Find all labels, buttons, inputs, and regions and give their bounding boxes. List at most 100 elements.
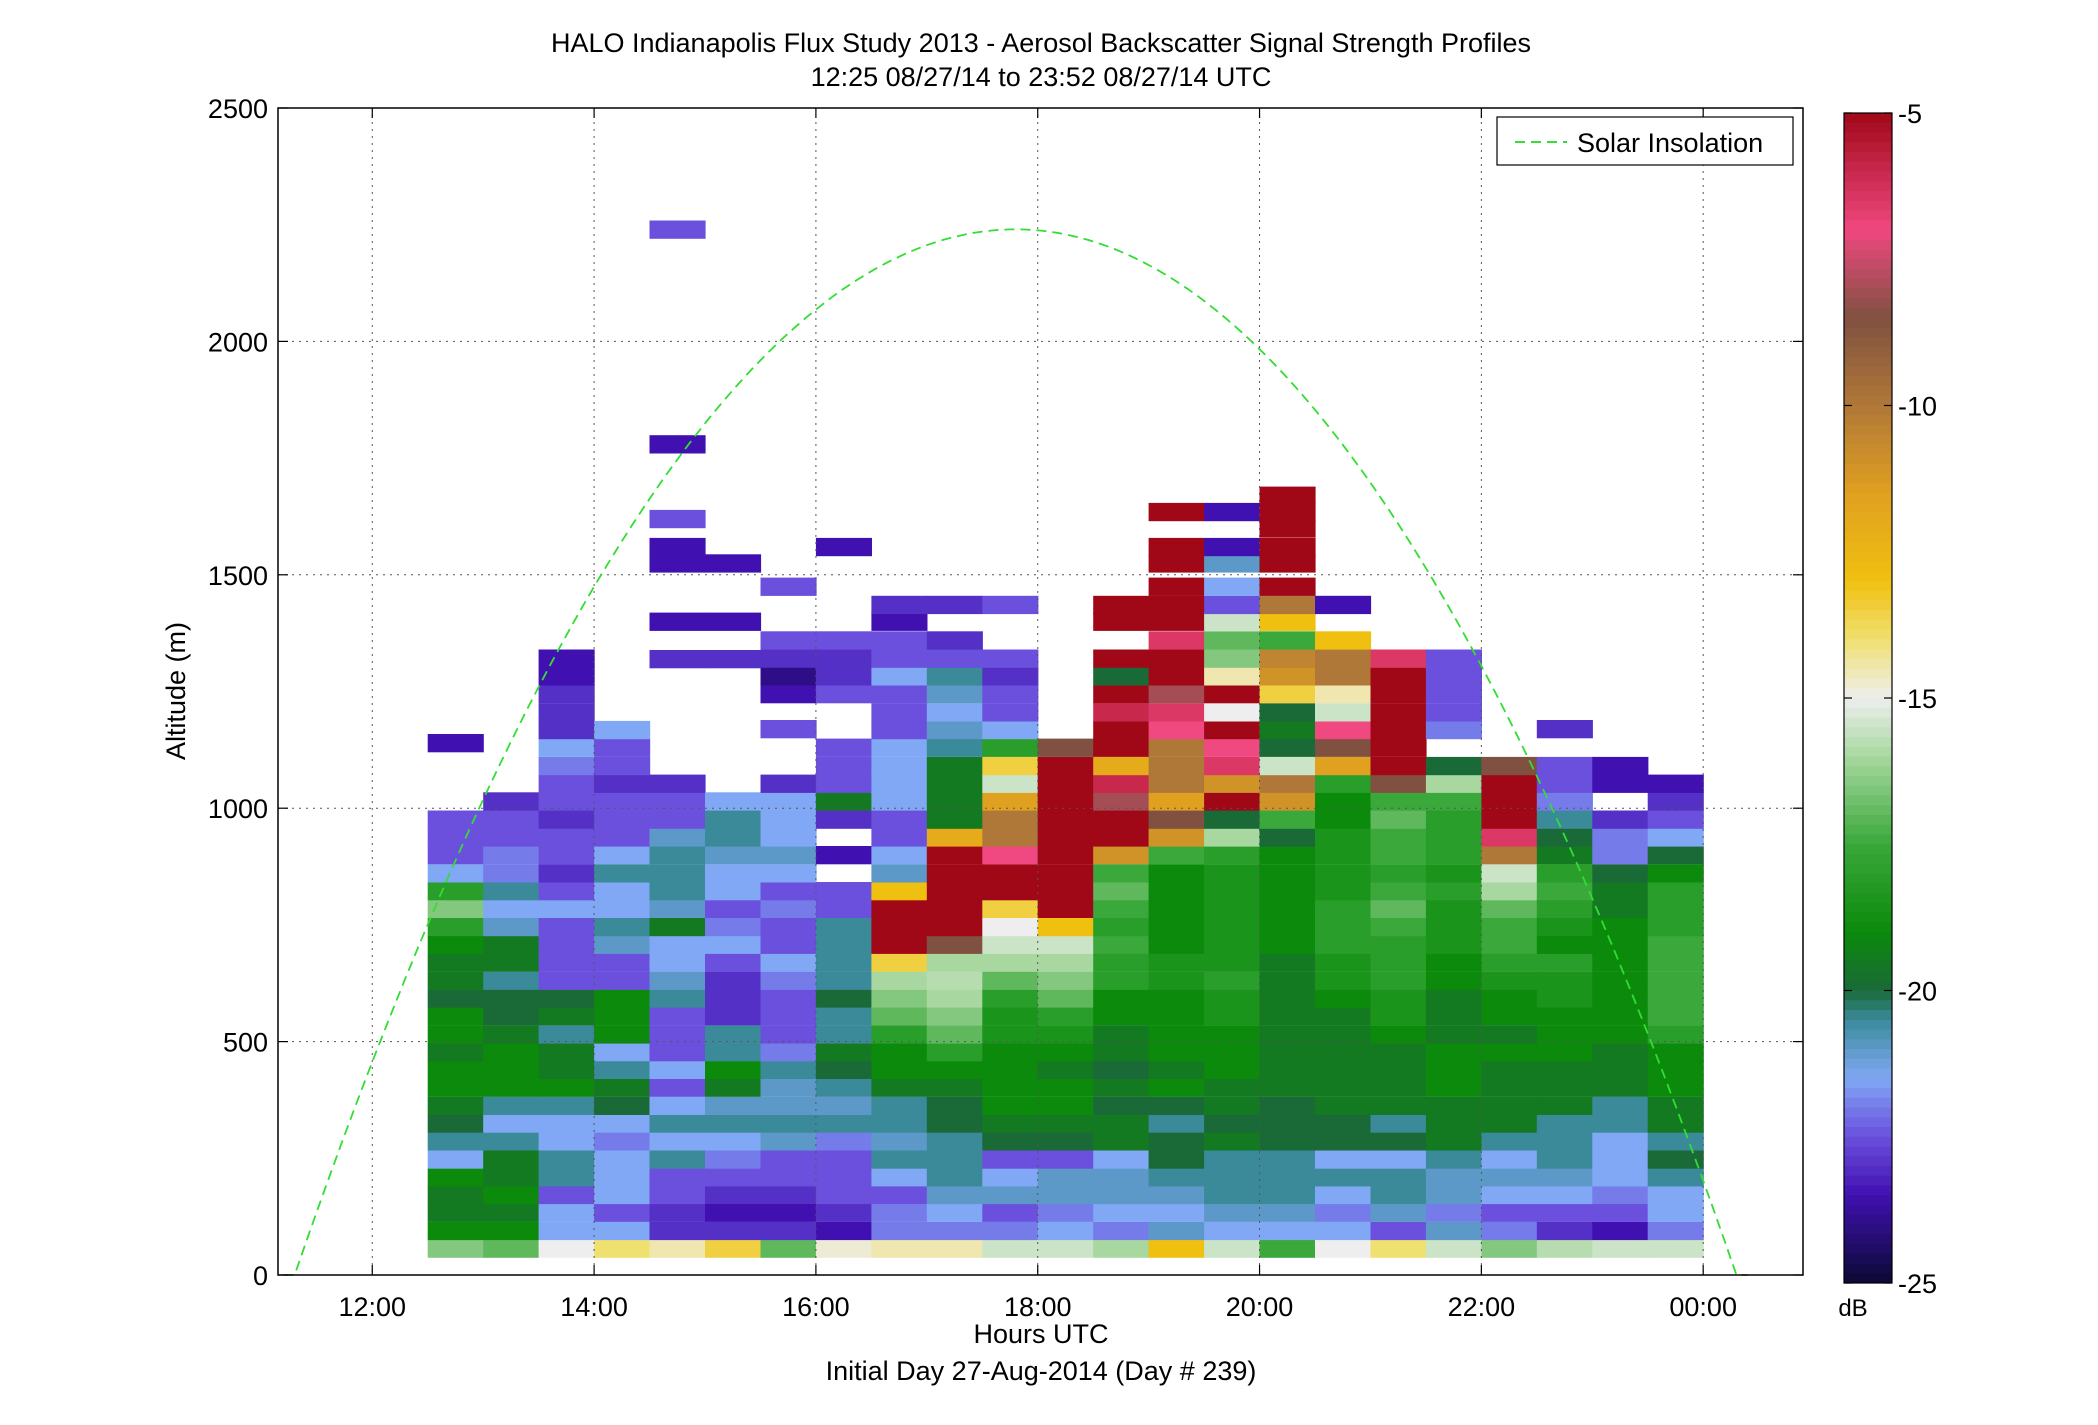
colorbar-swatch (1844, 493, 1892, 504)
heatmap-cell (1315, 1096, 1372, 1115)
y-axis-ticks: 0 500 1000 1500 2000 2500 (208, 94, 1803, 1291)
heatmap-cell (594, 1203, 651, 1222)
heatmap-cell (1037, 738, 1094, 757)
heatmap-cell (982, 1025, 1039, 1044)
heatmap-cell (1259, 649, 1316, 668)
heatmap-cell (1148, 667, 1205, 686)
heatmap-cell (1647, 774, 1704, 793)
heatmap-cell (871, 1239, 928, 1258)
heatmap-cell (427, 1096, 484, 1115)
heatmap-cell (483, 1203, 540, 1222)
heatmap-cell (1204, 971, 1261, 990)
heatmap-cell (1204, 792, 1261, 811)
heatmap-cell (760, 810, 817, 829)
heatmap-cell (815, 1239, 872, 1258)
heatmap-cell (483, 1114, 540, 1133)
heatmap-cell (1370, 1132, 1427, 1151)
heatmap-cell (1425, 1060, 1482, 1079)
heatmap-cell (926, 846, 983, 865)
heatmap-cell (538, 1114, 595, 1133)
heatmap-cell (1093, 971, 1150, 990)
heatmap-cell (1259, 554, 1316, 573)
y-tick-label: 2000 (208, 327, 268, 357)
heatmap-cell (1536, 1221, 1593, 1241)
colorbar-swatch (1844, 649, 1892, 660)
heatmap-cell (871, 612, 928, 631)
heatmap-cell (760, 917, 817, 937)
heatmap-cell (483, 1150, 540, 1169)
heatmap-cell (1425, 720, 1482, 740)
heatmap-cell (1536, 774, 1593, 793)
heatmap-cell (1315, 703, 1372, 722)
heatmap-cell (594, 1168, 651, 1187)
colorbar-swatch (1844, 1058, 1892, 1069)
heatmap-cell (1481, 1203, 1538, 1222)
colorbar-swatch (1844, 1156, 1892, 1167)
heatmap-cell (483, 1025, 540, 1044)
heatmap-cell (1536, 882, 1593, 901)
heatmap-cell (1647, 864, 1704, 883)
heatmap-cell (760, 1221, 817, 1241)
heatmap-cell (982, 685, 1039, 704)
heatmap-cell (538, 1025, 595, 1044)
x-axis-ticks: 12:00 14:00 16:00 18:00 20:00 22:00 00:00 (338, 108, 1737, 1322)
heatmap-cell (1425, 1114, 1482, 1133)
heatmap-cell (1425, 953, 1482, 972)
heatmap-cell (538, 989, 595, 1008)
colorbar-swatch (1844, 707, 1892, 718)
heatmap-cell (1259, 486, 1316, 505)
heatmap-cell (1370, 685, 1427, 704)
heatmap-cell (1148, 953, 1205, 972)
colorbar-swatch (1844, 132, 1892, 143)
heatmap-cell (1315, 631, 1372, 650)
heatmap-cell (1536, 720, 1593, 739)
heatmap-cell (1315, 1132, 1372, 1151)
heatmap-cell (1592, 953, 1649, 972)
heatmap-cell (705, 882, 762, 901)
heatmap-cell (1425, 649, 1482, 668)
heatmap-cell (760, 1043, 817, 1062)
heatmap-cell (1093, 774, 1150, 793)
heatmap-cell (1370, 935, 1427, 954)
colorbar-swatch (1844, 1185, 1892, 1196)
heatmap-cell (1425, 989, 1482, 1008)
heatmap-cell (926, 935, 983, 954)
heatmap-cell (1592, 1007, 1649, 1026)
heatmap-cell (760, 685, 817, 704)
colorbar-swatch (1844, 941, 1892, 952)
heatmap-cell (1647, 1132, 1704, 1151)
heatmap-cell (871, 1043, 928, 1062)
colorbar-swatch (1844, 629, 1892, 640)
colorbar-swatch (1844, 1010, 1892, 1021)
heatmap-cell (538, 1007, 595, 1026)
colorbar-swatch (1844, 581, 1892, 592)
heatmap-cell (1148, 738, 1205, 757)
colorbar-swatch (1844, 1117, 1892, 1128)
heatmap-cell (926, 667, 983, 686)
colorbar-swatch (1844, 171, 1892, 182)
heatmap-cell (1481, 756, 1538, 776)
heatmap-cell (926, 1150, 983, 1169)
heatmap-cell (1370, 1221, 1427, 1241)
heatmap-cell (1592, 989, 1649, 1008)
heatmap-cell (982, 1185, 1039, 1205)
colorbar-swatch (1844, 395, 1892, 406)
colorbar-swatch (1844, 1234, 1892, 1245)
heatmap-cell (871, 846, 928, 865)
colorbar-swatch (1844, 668, 1892, 679)
heatmap-cell (1425, 971, 1482, 990)
heatmap-cells (427, 220, 1704, 1258)
heatmap-cell (483, 1078, 540, 1097)
heatmap-cell (1148, 1132, 1205, 1151)
colorbar-swatch (1844, 571, 1892, 582)
heatmap-cell (760, 774, 817, 793)
heatmap-cell (1370, 1025, 1427, 1044)
heatmap-cell (594, 935, 651, 954)
heatmap-cell (1259, 953, 1316, 972)
heatmap-cell (1370, 1007, 1427, 1026)
colorbar-swatch (1844, 337, 1892, 348)
heatmap-cell (1037, 828, 1094, 847)
heatmap-cell (594, 1114, 651, 1133)
heatmap-cell (1536, 1043, 1593, 1062)
heatmap-cell (1647, 953, 1704, 972)
